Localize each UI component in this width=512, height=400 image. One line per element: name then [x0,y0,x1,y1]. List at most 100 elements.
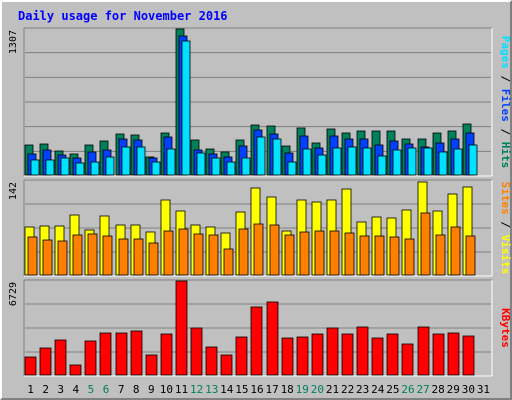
hits-files-pages-bar-pages-day29 [453,148,463,176]
day-label-12: 12 [190,383,203,396]
hits-files-pages-bar-pages-day3 [60,157,70,176]
kbytes-bar-kbytes-day18 [281,337,294,376]
day-label-7: 7 [118,383,125,396]
day-label-8: 8 [133,383,140,396]
hits-files-pages-bar-pages-day20 [317,154,327,176]
hits-files-pages-bar-pages-day17 [272,138,282,176]
day-label-2: 2 [42,383,49,396]
kbytes-ymax-label: 6729 [8,282,19,306]
visits-sites-ymax-label: 142 [8,182,19,200]
kbytes-bar-kbytes-day3 [54,339,67,376]
kbytes-bar-kbytes-day16 [250,306,263,376]
hits-files-pages-bar-pages-day16 [256,136,266,176]
day-label-13: 13 [205,383,218,396]
day-label-28: 28 [432,383,445,396]
kbytes-legend: KBytes [499,308,512,348]
hits-files-pages-legend-separator: / [499,122,512,142]
visits-sites-legend-sites: Sites [499,182,512,215]
visits-sites-bar-sites-day20 [314,230,325,276]
kbytes-bar-kbytes-day7 [115,332,128,376]
visits-sites-bar-sites-day4 [72,234,83,276]
visits-sites-bar-sites-day17 [269,224,280,276]
day-label-14: 14 [220,383,234,396]
day-label-11: 11 [175,383,188,396]
hits-files-pages-bar-pages-day13 [211,157,221,176]
kbytes-bar-kbytes-day27 [417,326,430,376]
day-label-31: 31 [477,383,490,396]
day-label-3: 3 [57,383,64,396]
visits-sites-bar-sites-day3 [57,240,68,276]
visits-sites-bar-sites-day8 [133,238,144,276]
visits-sites-bar-sites-day6 [102,235,113,276]
kbytes-bar-kbytes-day26 [401,343,414,376]
day-label-21: 21 [326,383,339,396]
kbytes-bar-kbytes-day23 [356,326,369,376]
kbytes-bar-kbytes-day28 [432,333,445,376]
kbytes-bar-kbytes-day1 [24,356,37,376]
day-label-24: 24 [371,383,385,396]
hits-files-pages-bar-pages-day1 [30,159,40,176]
hits-files-pages-bar-pages-day6 [105,156,115,176]
kbytes-legend-kbytes: KBytes [499,308,512,348]
hits-files-pages-bar-pages-day21 [332,147,342,176]
hits-files-pages-bar-pages-day8 [136,146,146,176]
visits-sites-legend-visits: Visits [499,235,512,275]
kbytes-bar-kbytes-day29 [447,332,460,376]
hits-files-pages-bar-pages-day10 [166,148,176,176]
visits-sites-bar-sites-day28 [435,234,446,276]
visits-sites-bar-sites-day1 [27,236,38,276]
kbytes-bar-kbytes-day19 [296,336,309,376]
hits-files-pages-bar-pages-day27 [423,147,433,176]
visits-sites-bar-sites-day12 [193,233,204,276]
hits-files-pages-bar-pages-day5 [90,161,100,176]
hits-files-pages-bar-pages-day12 [196,152,206,176]
hits-files-pages-bar-pages-day22 [347,146,357,176]
visits-sites-bar-sites-day30 [465,235,476,276]
day-label-19: 19 [296,383,309,396]
visits-sites-bar-sites-day16 [253,223,264,276]
kbytes-bar-kbytes-day10 [160,333,173,376]
visits-sites-bar-sites-day23 [359,235,370,276]
day-label-16: 16 [250,383,263,396]
kbytes-bar-kbytes-day11 [175,280,188,376]
kbytes-bar-kbytes-day24 [371,337,384,376]
hits-files-pages-bar-pages-day28 [438,151,448,176]
hits-files-pages-bar-pages-day15 [241,157,251,176]
visits-sites-bar-sites-day27 [420,212,431,276]
visits-sites-bar-sites-day7 [118,238,129,276]
kbytes-bar-kbytes-day21 [326,327,339,376]
day-label-23: 23 [356,383,369,396]
hits-files-pages-bar-pages-day25 [392,149,402,176]
kbytes-bar-kbytes-day2 [39,347,52,376]
hits-files-pages-legend-files: Files [499,89,512,122]
visits-sites-bar-sites-day18 [284,234,295,276]
day-label-26: 26 [401,383,414,396]
kbytes-bar-kbytes-day13 [205,346,218,376]
hits-files-pages-bar-pages-day30 [468,144,478,176]
kbytes-bar-kbytes-day6 [99,332,112,376]
visits-sites-bar-sites-day22 [344,232,355,276]
visits-sites-bar-sites-day15 [238,228,249,276]
hits-files-pages-bar-pages-day26 [407,147,417,176]
visits-sites-bar-sites-day24 [374,235,385,276]
kbytes-bar-kbytes-day25 [386,333,399,376]
day-label-18: 18 [281,383,294,396]
day-label-9: 9 [148,383,155,396]
day-label-1: 1 [27,383,34,396]
visits-sites-bar-sites-day11 [178,228,189,276]
hits-files-pages-bar-pages-day18 [287,161,297,176]
visits-sites-bar-sites-day21 [329,230,340,276]
day-label-20: 20 [311,383,324,396]
kbytes-bar-kbytes-day8 [130,330,143,376]
kbytes-bar-kbytes-day22 [341,333,354,376]
kbytes-bar-kbytes-day30 [462,335,475,376]
hits-files-pages-ymax-label: 1307 [8,30,19,54]
visits-sites-bar-sites-day25 [389,236,400,276]
visits-sites-bar-sites-day26 [404,238,415,276]
visits-sites-legend-separator: / [499,215,512,235]
kbytes-bar-kbytes-day12 [190,327,203,376]
hits-files-pages-legend-hits: Hits [499,142,512,169]
visits-sites-bar-sites-day9 [148,242,159,276]
hits-files-pages-bar-pages-day23 [362,147,372,176]
